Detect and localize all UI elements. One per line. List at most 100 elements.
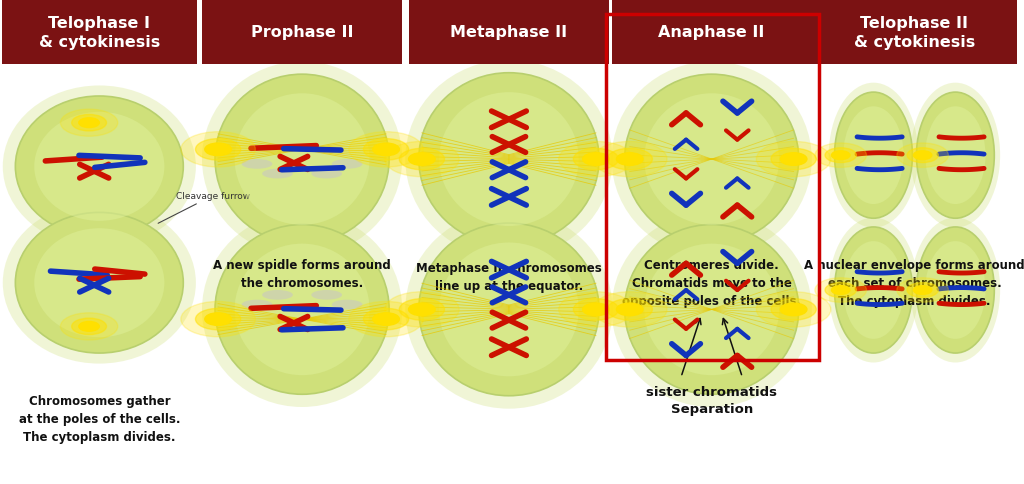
Text: sister chromatids
Separation: sister chromatids Separation [646,385,777,415]
Circle shape [364,309,409,330]
Ellipse shape [625,75,799,244]
Ellipse shape [419,224,599,396]
Text: A nuclear envelope forms around
each set of chromosomes.
The cytoplasm divides.: A nuclear envelope forms around each set… [804,259,1024,308]
Ellipse shape [242,300,272,310]
Ellipse shape [202,212,402,407]
Ellipse shape [406,60,612,259]
Circle shape [583,153,609,166]
Circle shape [196,309,241,330]
Ellipse shape [835,93,912,219]
Circle shape [373,313,399,326]
Ellipse shape [215,75,389,244]
Circle shape [409,303,435,316]
Circle shape [181,133,255,167]
Circle shape [607,149,652,170]
Circle shape [780,153,807,166]
Ellipse shape [262,169,293,179]
Ellipse shape [611,212,812,407]
Ellipse shape [311,169,342,179]
Ellipse shape [311,290,342,300]
Circle shape [593,292,667,327]
Circle shape [349,302,423,337]
Circle shape [573,299,618,320]
Circle shape [205,313,231,326]
Ellipse shape [234,244,370,376]
Ellipse shape [332,300,362,310]
Text: Centromeres divide.
Chromatids move to the
opposite poles of the cells.: Centromeres divide. Chromatids move to t… [623,259,801,308]
Circle shape [181,302,255,337]
Ellipse shape [3,202,196,364]
Ellipse shape [202,62,402,257]
Ellipse shape [34,113,165,221]
Circle shape [385,292,459,327]
Ellipse shape [644,244,779,376]
Circle shape [825,283,856,298]
Ellipse shape [15,213,183,353]
Ellipse shape [835,227,912,353]
Ellipse shape [926,107,985,205]
Ellipse shape [3,86,196,248]
Ellipse shape [234,94,370,226]
Circle shape [831,151,850,160]
Ellipse shape [34,229,165,337]
FancyBboxPatch shape [611,0,811,65]
Ellipse shape [406,211,612,409]
Circle shape [831,286,850,295]
Circle shape [79,322,99,332]
Ellipse shape [910,218,1000,363]
Ellipse shape [419,74,599,246]
Text: Telophase II
& cytokinesis: Telophase II & cytokinesis [854,15,975,50]
Ellipse shape [215,225,389,394]
Ellipse shape [916,227,994,353]
Circle shape [364,139,409,161]
Circle shape [205,144,231,156]
Text: Chromosomes gather
at the poles of the cells.
The cytoplasm divides.: Chromosomes gather at the poles of the c… [18,394,180,443]
FancyBboxPatch shape [409,0,608,65]
Circle shape [913,286,932,295]
Circle shape [196,139,241,161]
Text: Metaphase II  chromosomes
line up at the equator.: Metaphase II chromosomes line up at the … [416,261,602,292]
Circle shape [780,303,807,316]
Circle shape [897,278,948,302]
Circle shape [771,149,816,170]
Ellipse shape [439,243,579,377]
Circle shape [907,149,938,163]
Ellipse shape [844,242,903,339]
Ellipse shape [926,242,985,339]
Circle shape [815,144,866,168]
FancyBboxPatch shape [2,0,197,65]
Ellipse shape [844,107,903,205]
Text: Cleavage furrow: Cleavage furrow [158,192,250,224]
Ellipse shape [15,97,183,237]
Circle shape [593,142,667,177]
Circle shape [757,292,830,327]
Circle shape [616,303,643,316]
Ellipse shape [625,225,799,394]
Circle shape [373,144,399,156]
Circle shape [907,283,938,298]
Text: Telophase I
& cytokinesis: Telophase I & cytokinesis [39,15,160,50]
Ellipse shape [332,160,362,169]
Circle shape [409,153,435,166]
Ellipse shape [910,83,1000,228]
Circle shape [913,151,932,160]
Ellipse shape [611,62,812,257]
Circle shape [399,299,444,320]
Circle shape [607,299,652,320]
Text: Prophase II: Prophase II [251,25,353,40]
Text: Anaphase II: Anaphase II [658,25,765,40]
Ellipse shape [242,160,272,169]
Circle shape [399,149,444,170]
Circle shape [583,303,609,316]
Circle shape [60,110,118,137]
Circle shape [79,119,99,128]
Circle shape [825,149,856,163]
Circle shape [385,142,459,177]
Circle shape [72,115,106,132]
Ellipse shape [828,83,919,228]
Circle shape [72,318,106,335]
Ellipse shape [828,218,919,363]
FancyBboxPatch shape [202,0,401,65]
Circle shape [573,149,618,170]
Circle shape [60,313,118,340]
